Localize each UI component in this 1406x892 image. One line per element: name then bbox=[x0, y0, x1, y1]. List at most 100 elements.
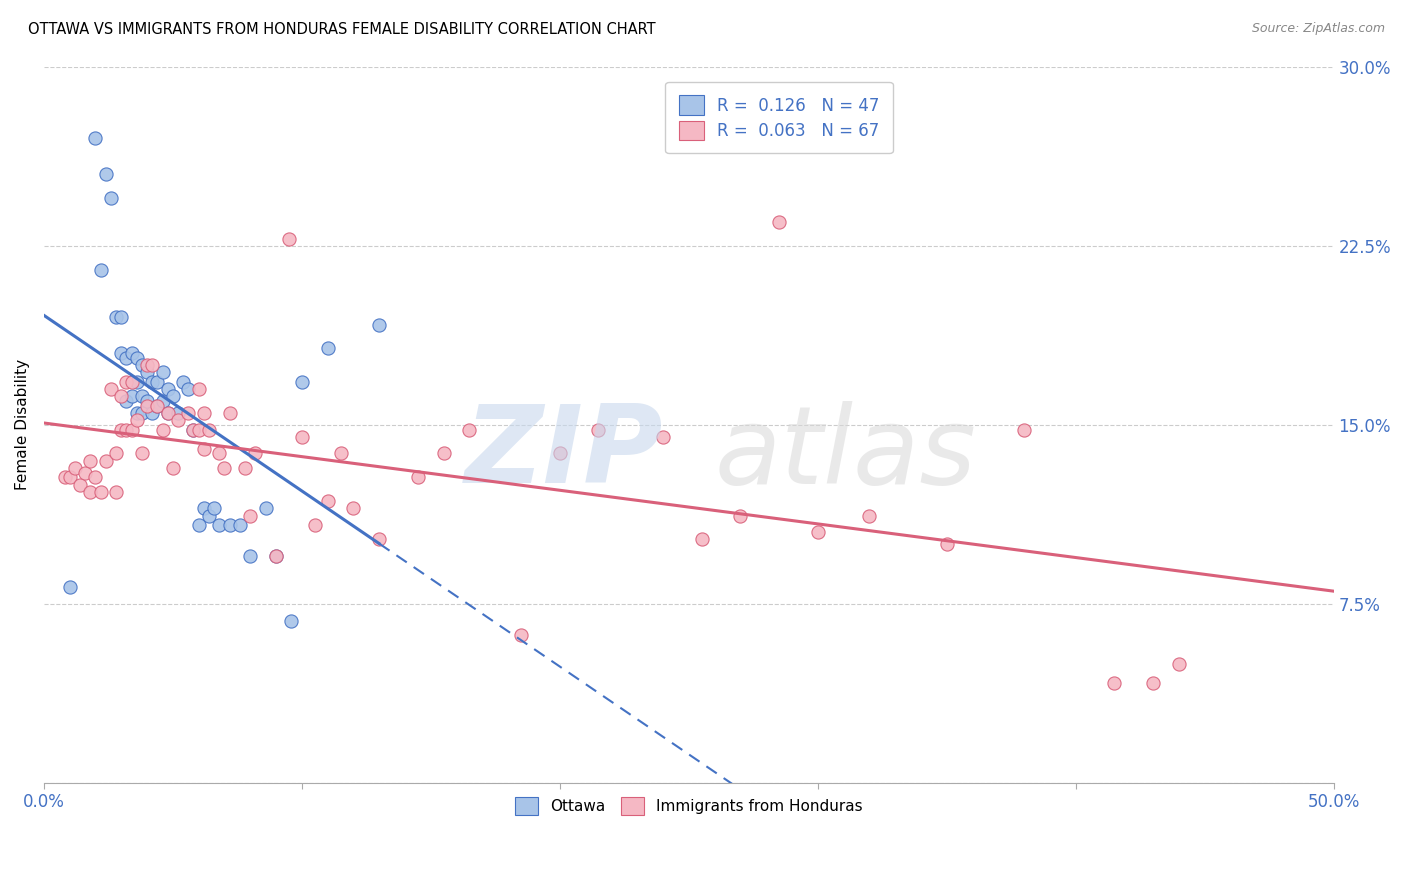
Point bbox=[105, 484, 128, 499]
Point bbox=[291, 430, 314, 444]
Point bbox=[131, 406, 153, 420]
Text: atlas: atlas bbox=[714, 401, 976, 506]
Point bbox=[510, 628, 533, 642]
Point bbox=[198, 508, 221, 523]
Point bbox=[218, 518, 240, 533]
Point bbox=[368, 533, 391, 547]
Point bbox=[730, 508, 752, 523]
Point bbox=[1167, 657, 1189, 671]
Point bbox=[254, 501, 277, 516]
Point bbox=[214, 460, 236, 475]
Text: OTTAWA VS IMMIGRANTS FROM HONDURAS FEMALE DISABILITY CORRELATION CHART: OTTAWA VS IMMIGRANTS FROM HONDURAS FEMAL… bbox=[28, 22, 655, 37]
Point bbox=[193, 406, 215, 420]
Point bbox=[177, 406, 200, 420]
Point bbox=[935, 537, 957, 551]
Point bbox=[162, 460, 184, 475]
Point bbox=[94, 167, 117, 181]
Point bbox=[198, 423, 221, 437]
Point bbox=[136, 365, 159, 379]
Point bbox=[90, 262, 112, 277]
Point bbox=[768, 215, 790, 229]
Point bbox=[858, 508, 880, 523]
Point bbox=[406, 470, 429, 484]
Point bbox=[110, 389, 132, 403]
Point bbox=[69, 477, 91, 491]
Text: ZIP: ZIP bbox=[464, 401, 662, 507]
Point bbox=[79, 484, 101, 499]
Point bbox=[183, 423, 205, 437]
Text: Source: ZipAtlas.com: Source: ZipAtlas.com bbox=[1251, 22, 1385, 36]
Point bbox=[156, 406, 179, 420]
Point bbox=[193, 501, 215, 516]
Point bbox=[115, 351, 138, 365]
Point bbox=[183, 423, 205, 437]
Point bbox=[1012, 423, 1035, 437]
Point bbox=[125, 375, 148, 389]
Point bbox=[63, 460, 86, 475]
Point bbox=[156, 406, 179, 420]
Point bbox=[90, 484, 112, 499]
Point bbox=[131, 358, 153, 372]
Point bbox=[110, 346, 132, 360]
Point bbox=[84, 470, 107, 484]
Point bbox=[264, 549, 287, 564]
Point bbox=[239, 508, 262, 523]
Point bbox=[342, 501, 364, 516]
Point bbox=[162, 389, 184, 403]
Point bbox=[167, 406, 190, 420]
Point bbox=[277, 231, 299, 245]
Point bbox=[316, 494, 339, 508]
Point bbox=[193, 442, 215, 456]
Point bbox=[167, 413, 190, 427]
Point bbox=[1104, 675, 1126, 690]
Point bbox=[187, 518, 209, 533]
Point bbox=[141, 375, 163, 389]
Point bbox=[136, 358, 159, 372]
Point bbox=[141, 358, 163, 372]
Point bbox=[807, 525, 830, 540]
Point bbox=[110, 423, 132, 437]
Point bbox=[156, 382, 179, 396]
Point bbox=[121, 389, 143, 403]
Point bbox=[84, 131, 107, 145]
Point bbox=[458, 423, 481, 437]
Point bbox=[245, 446, 267, 460]
Point bbox=[208, 518, 231, 533]
Point bbox=[651, 430, 673, 444]
Point bbox=[115, 375, 138, 389]
Point bbox=[131, 446, 153, 460]
Point bbox=[94, 453, 117, 467]
Point bbox=[125, 413, 148, 427]
Point bbox=[53, 470, 76, 484]
Point bbox=[121, 346, 143, 360]
Point bbox=[187, 382, 209, 396]
Point bbox=[136, 399, 159, 413]
Point bbox=[59, 470, 82, 484]
Point bbox=[115, 423, 138, 437]
Point bbox=[588, 423, 610, 437]
Point bbox=[1142, 675, 1164, 690]
Point bbox=[208, 446, 231, 460]
Point bbox=[152, 393, 174, 408]
Point bbox=[172, 375, 194, 389]
Point bbox=[690, 533, 713, 547]
Point bbox=[121, 423, 143, 437]
Point bbox=[152, 365, 174, 379]
Point bbox=[146, 399, 169, 413]
Point bbox=[202, 501, 225, 516]
Point bbox=[187, 423, 209, 437]
Point bbox=[177, 382, 200, 396]
Point bbox=[229, 518, 252, 533]
Point bbox=[125, 406, 148, 420]
Point bbox=[548, 446, 571, 460]
Y-axis label: Female Disability: Female Disability bbox=[15, 359, 30, 491]
Point bbox=[105, 310, 128, 325]
Point bbox=[59, 580, 82, 594]
Point bbox=[105, 446, 128, 460]
Legend: Ottawa, Immigrants from Honduras: Ottawa, Immigrants from Honduras bbox=[505, 787, 873, 826]
Point bbox=[233, 460, 256, 475]
Point bbox=[368, 318, 391, 332]
Point bbox=[433, 446, 456, 460]
Point bbox=[75, 466, 97, 480]
Point bbox=[79, 453, 101, 467]
